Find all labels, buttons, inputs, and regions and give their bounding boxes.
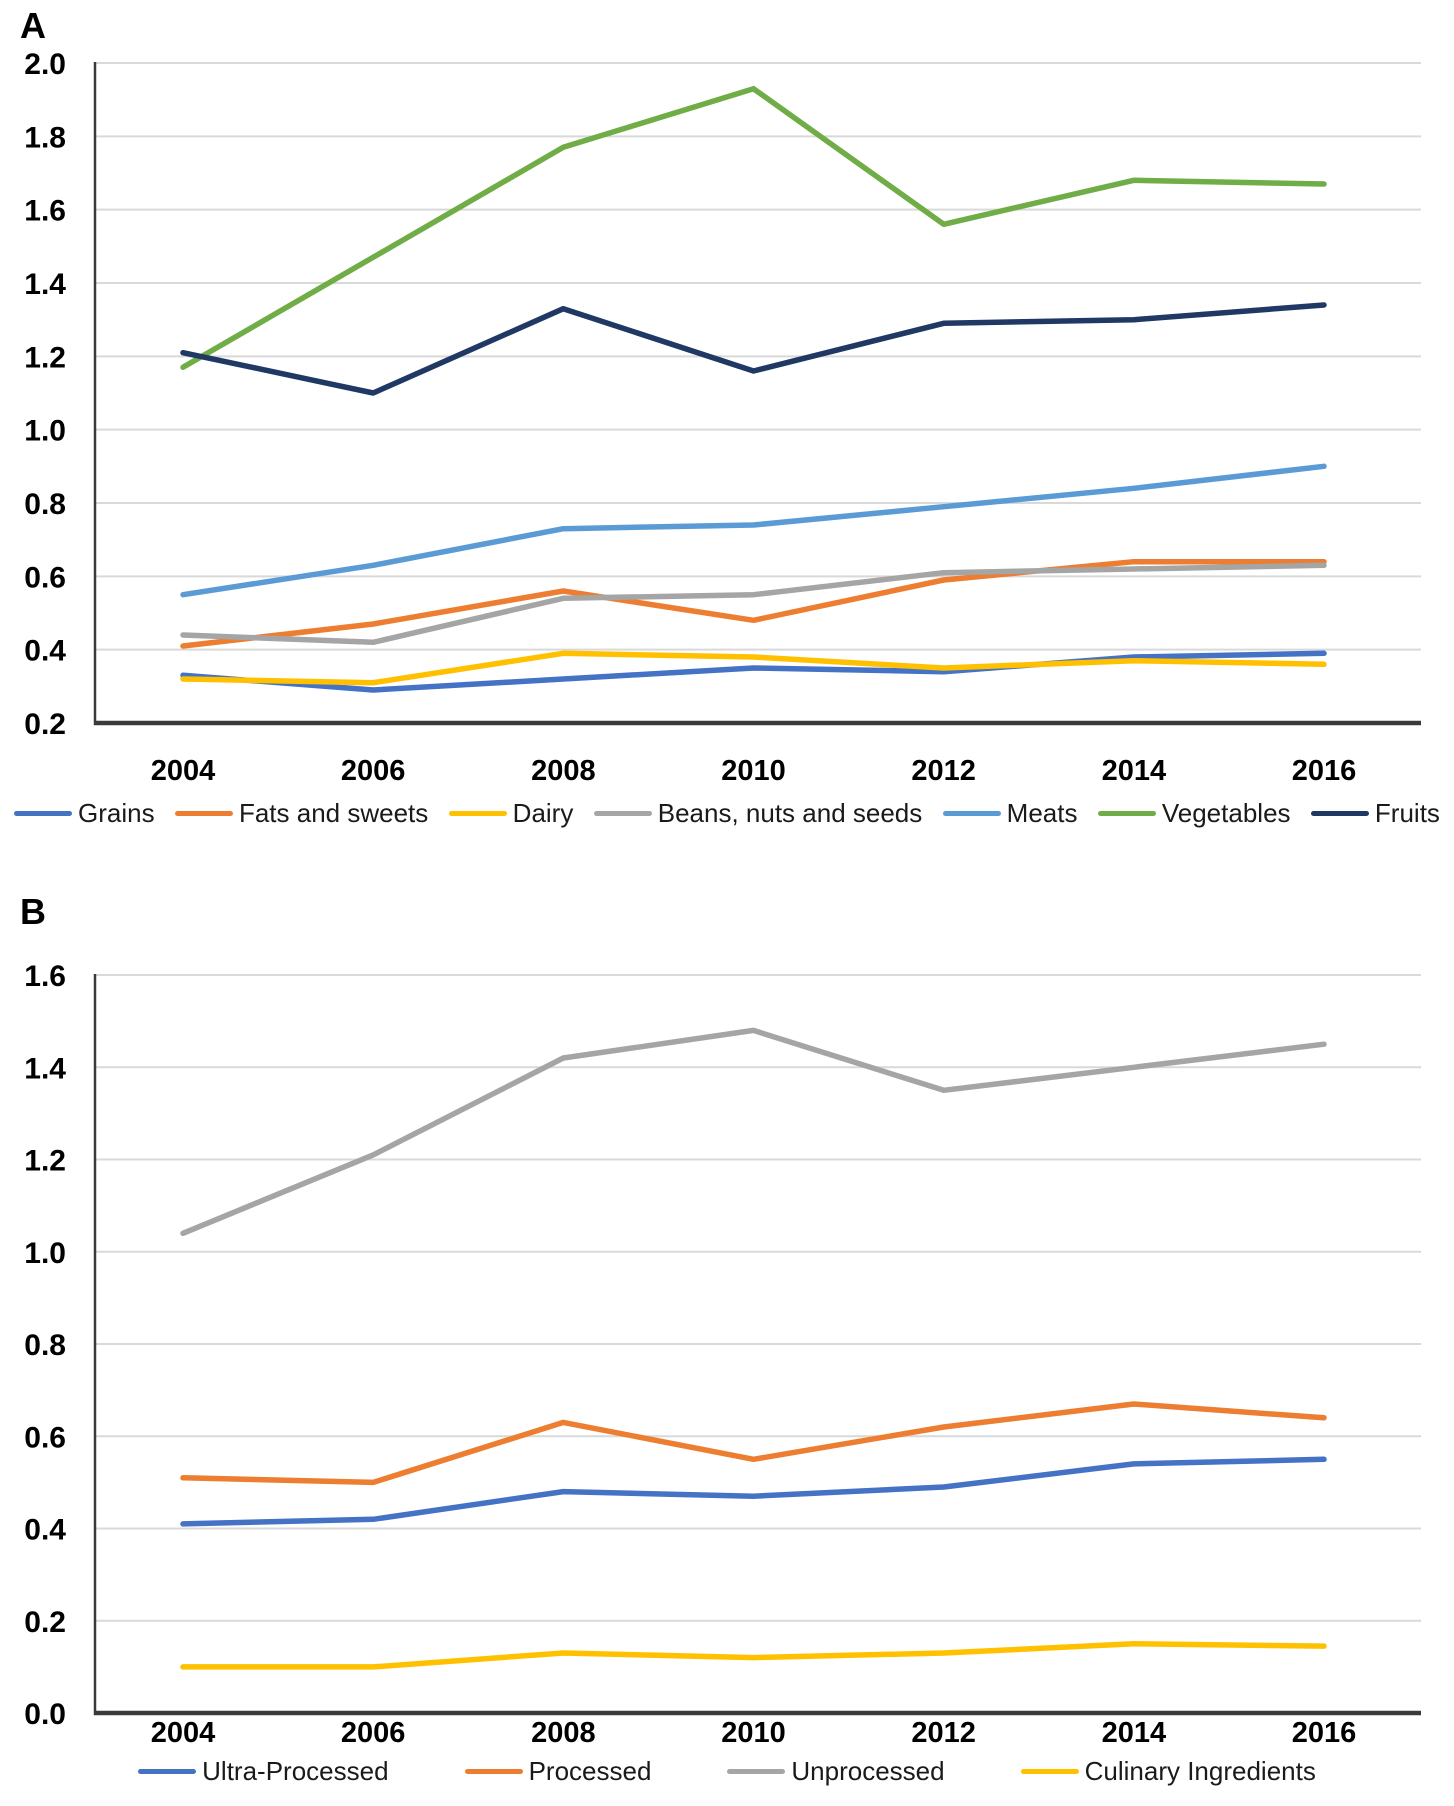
y-tick-label: 0.4: [24, 1514, 66, 1547]
series-line-fats-and-sweets: [180, 558, 1327, 649]
panel-b-label: B: [20, 891, 46, 932]
x-tick-label: 2010: [721, 755, 786, 787]
series-line-unprocessed: [180, 1027, 1327, 1237]
x-tick-label: 2016: [1292, 1717, 1357, 1749]
legend-label-processed: Processed: [528, 1756, 652, 1786]
y-tick-label: 0.8: [24, 488, 66, 521]
y-tick-label: 0.4: [24, 635, 66, 668]
x-tick-label: 2008: [531, 1717, 596, 1749]
legend-label-unprocessed: Unprocessed: [791, 1756, 945, 1786]
x-tick-label: 2004: [151, 1717, 216, 1749]
legend-swatch-processed: [464, 1769, 523, 1774]
legend-item-ultra-processed: Ultra-Processed: [138, 1756, 389, 1787]
legend-label-meats: Meats: [1006, 798, 1078, 828]
legend-swatch-grains: [14, 811, 72, 816]
y-tick-label: 1.2: [24, 341, 66, 374]
y-tick-label: 0.2: [24, 1606, 66, 1639]
series-line-meats: [180, 463, 1327, 598]
legend-label-dairy: Dairy: [512, 798, 574, 828]
chart-b-plot: 0.0 0.2 0.4 0.6 0.8 1.0 1.2 1.4 1.6 2004 2006 2008 2…: [24, 960, 1421, 1749]
legend-swatch-ultra-processed: [138, 1769, 197, 1774]
y-tick-label: 0.6: [24, 1421, 66, 1454]
x-tick-label: 2012: [911, 1717, 976, 1749]
legend-swatch-meats: [942, 811, 1001, 816]
legend-label-beans-nuts-and-seeds: Beans, nuts and seeds: [657, 798, 923, 828]
y-tick-label: 1.2: [24, 1145, 66, 1178]
legend-swatch-culinary-ingredients: [1020, 1769, 1079, 1774]
legend-item-fruits: Fruits: [1310, 798, 1440, 829]
y-tick-label: 1.6: [24, 960, 66, 993]
y-tick-label: 1.8: [24, 121, 66, 154]
y-tick-label: 1.6: [24, 195, 66, 228]
legend-swatch-fruits: [1310, 811, 1369, 816]
x-tick-label: 2016: [1292, 755, 1357, 787]
chart-a-legend: Grains Fats and sweets Dairy Beans, nuts an…: [0, 798, 1454, 829]
series-line-fruits: [180, 302, 1327, 396]
legend-item-meats: Meats: [942, 798, 1078, 829]
legend-swatch-dairy: [448, 811, 507, 816]
series-line-ultra-processed: [180, 1456, 1327, 1527]
series-line-beans-nuts-and-seeds: [180, 562, 1327, 646]
chart-a-plot: 0.2 0.4 0.6 0.8 1.0 1.2 1.4 1.6 1.8 2.0 2004 2006 20…: [24, 48, 1421, 787]
x-tick-label: 2014: [1102, 755, 1167, 787]
series-line-processed: [180, 1401, 1327, 1486]
y-tick-label: 1.0: [24, 415, 66, 448]
legend-swatch-fats-and-sweets: [174, 811, 233, 816]
legend-item-processed: Processed: [464, 1756, 652, 1787]
legend-item-unprocessed: Unprocessed: [727, 1756, 945, 1787]
y-tick-label: 0.0: [24, 1698, 66, 1731]
chart-b-legend: Ultra-Processed Processed Unprocessed Culin…: [0, 1756, 1454, 1787]
legend-label-culinary-ingredients: Culinary Ingredients: [1084, 1756, 1316, 1786]
legend-label-fats-and-sweets: Fats and sweets: [238, 798, 429, 828]
series-line-vegetables: [180, 85, 1327, 371]
y-tick-label: 1.4: [24, 268, 66, 301]
legend-label-vegetables: Vegetables: [1161, 798, 1291, 828]
y-tick-label: 1.0: [24, 1237, 66, 1270]
series-line-culinary-ingredients: [180, 1641, 1327, 1670]
legend-item-fats-and-sweets: Fats and sweets: [174, 798, 429, 829]
series-line-grains: [180, 650, 1327, 693]
legend-swatch-vegetables: [1097, 811, 1156, 816]
legend-item-culinary-ingredients: Culinary Ingredients: [1020, 1756, 1316, 1787]
legend-item-dairy: Dairy: [448, 798, 574, 829]
x-tick-label: 2006: [341, 755, 406, 787]
legend-swatch-beans-nuts-and-seeds: [593, 811, 652, 816]
legend-label-fruits: Fruits: [1374, 798, 1440, 828]
y-tick-label: 0.2: [24, 708, 66, 741]
x-tick-label: 2012: [911, 755, 976, 787]
y-tick-label: 0.8: [24, 1329, 66, 1362]
legend-item-vegetables: Vegetables: [1097, 798, 1291, 829]
legend-item-beans-nuts-and-seeds: Beans, nuts and seeds: [593, 798, 923, 829]
x-tick-label: 2008: [531, 755, 596, 787]
legend-swatch-unprocessed: [727, 1769, 786, 1774]
legend-item-grains: Grains: [14, 798, 155, 829]
y-tick-label: 0.6: [24, 561, 66, 594]
panel-a-label: A: [20, 5, 46, 46]
x-tick-label: 2014: [1102, 1717, 1167, 1749]
x-tick-label: 2010: [721, 1717, 786, 1749]
series-line-dairy: [180, 650, 1327, 686]
y-tick-label: 2.0: [24, 48, 66, 81]
legend-label-grains: Grains: [78, 798, 155, 828]
x-tick-label: 2004: [151, 755, 216, 787]
y-tick-label: 1.4: [24, 1052, 66, 1085]
x-tick-label: 2006: [341, 1717, 406, 1749]
legend-label-ultra-processed: Ultra-Processed: [202, 1756, 389, 1786]
